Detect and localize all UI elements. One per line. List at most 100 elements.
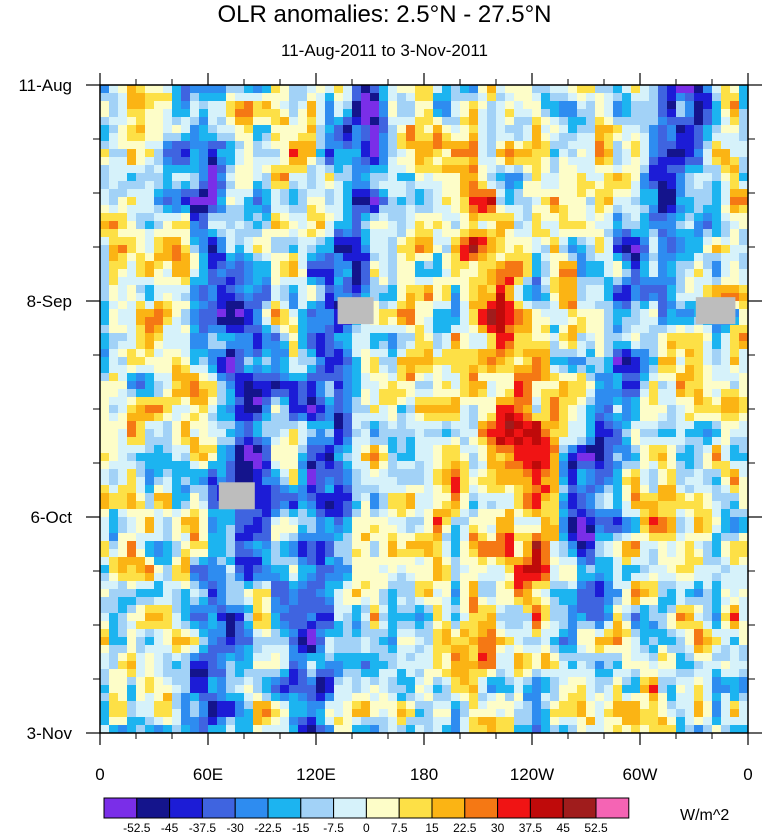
heatmap-cell [685, 629, 695, 638]
heatmap-cell [379, 245, 389, 254]
heatmap-cell [271, 245, 281, 254]
heatmap-cell [604, 229, 614, 238]
heatmap-cell [703, 445, 713, 454]
heatmap-cell [739, 213, 748, 222]
heatmap-cell [172, 157, 182, 166]
heatmap-cell [595, 173, 605, 182]
heatmap-cell [154, 621, 164, 630]
heatmap-cell [118, 437, 128, 446]
heatmap-cell [316, 133, 326, 142]
heatmap-cell [415, 373, 425, 382]
heatmap-cell [676, 333, 686, 342]
heatmap-cell [253, 149, 263, 158]
heatmap-cell [280, 197, 290, 206]
heatmap-cell [307, 253, 317, 262]
heatmap-cell [730, 213, 740, 222]
heatmap-cell [550, 301, 560, 310]
heatmap-cell [262, 125, 272, 134]
heatmap-cell [631, 541, 641, 550]
heatmap-cell [433, 485, 443, 494]
heatmap-cell [145, 197, 155, 206]
heatmap-cell [163, 397, 173, 406]
heatmap-cell [568, 333, 578, 342]
heatmap-cell [550, 373, 560, 382]
heatmap-cell [172, 597, 182, 606]
heatmap-cell [649, 373, 659, 382]
heatmap-cell [181, 109, 191, 118]
heatmap-cell [469, 541, 479, 550]
heatmap-cell [118, 229, 128, 238]
heatmap-cell [325, 621, 335, 630]
heatmap-cell [289, 325, 299, 334]
heatmap-cell [694, 461, 704, 470]
heatmap-cell [370, 245, 380, 254]
heatmap-cell [640, 261, 650, 270]
heatmap-cell [514, 461, 524, 470]
heatmap-cell [244, 85, 254, 94]
heatmap-cell [226, 221, 236, 230]
heatmap-cell [613, 389, 623, 398]
heatmap-cell [307, 421, 317, 430]
heatmap-cell [478, 133, 488, 142]
heatmap-cell [307, 229, 317, 238]
heatmap-cell [550, 293, 560, 302]
heatmap-cell [703, 373, 713, 382]
heatmap-cell [253, 317, 263, 326]
heatmap-cell [163, 221, 173, 230]
heatmap-cell [433, 605, 443, 614]
heatmap-cell [181, 285, 191, 294]
heatmap-cell [550, 349, 560, 358]
heatmap-cell [559, 557, 569, 566]
heatmap-cell [190, 597, 200, 606]
heatmap-cell [334, 349, 344, 358]
heatmap-cell [172, 533, 182, 542]
heatmap-cell [550, 493, 560, 502]
heatmap-cell [379, 469, 389, 478]
heatmap-cell [586, 365, 596, 374]
heatmap-cell [739, 413, 748, 422]
heatmap-cell [388, 477, 398, 486]
heatmap-cell [649, 85, 659, 94]
heatmap-cell [433, 333, 443, 342]
heatmap-cell [478, 621, 488, 630]
heatmap-cell [163, 429, 173, 438]
heatmap-cell [694, 589, 704, 598]
heatmap-cell [262, 573, 272, 582]
heatmap-cell [550, 581, 560, 590]
heatmap-cell [118, 165, 128, 174]
heatmap-cell [586, 565, 596, 574]
heatmap-cell [244, 181, 254, 190]
heatmap-cell [136, 517, 146, 526]
heatmap-cell [532, 149, 542, 158]
heatmap-cell [334, 445, 344, 454]
heatmap-cell [127, 357, 137, 366]
heatmap-cell [649, 253, 659, 262]
heatmap-cell [514, 85, 524, 94]
heatmap-cell [550, 341, 560, 350]
heatmap-cell [676, 109, 686, 118]
heatmap-cell [361, 493, 371, 502]
heatmap-cell [424, 117, 434, 126]
heatmap-cell [334, 453, 344, 462]
heatmap-cell [631, 533, 641, 542]
heatmap-cell [352, 445, 362, 454]
heatmap-cell [316, 621, 326, 630]
heatmap-cell [226, 525, 236, 534]
heatmap-cell [154, 469, 164, 478]
heatmap-cell [244, 125, 254, 134]
heatmap-cell [280, 405, 290, 414]
heatmap-cell [487, 485, 497, 494]
heatmap-cell [541, 197, 551, 206]
heatmap-cell [613, 165, 623, 174]
heatmap-cell [424, 461, 434, 470]
heatmap-cell [172, 613, 182, 622]
heatmap-cell [316, 173, 326, 182]
heatmap-cell [640, 541, 650, 550]
heatmap-cell [649, 381, 659, 390]
heatmap-cell [451, 229, 461, 238]
heatmap-cell [334, 109, 344, 118]
heatmap-cell [496, 301, 506, 310]
heatmap-cell [622, 165, 632, 174]
heatmap-cell [145, 93, 155, 102]
heatmap-cell [388, 237, 398, 246]
